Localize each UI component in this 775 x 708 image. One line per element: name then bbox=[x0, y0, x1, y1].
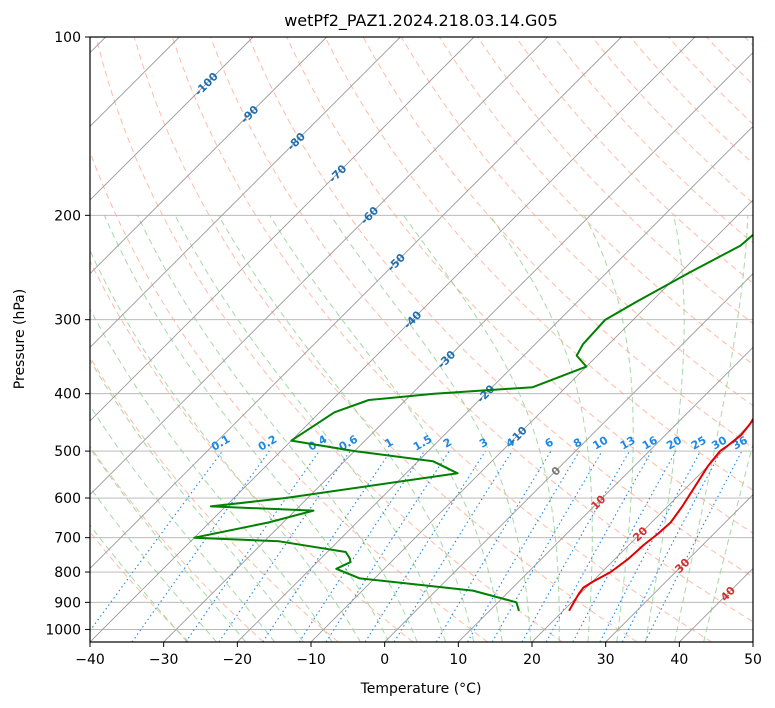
temperature-profile bbox=[568, 417, 753, 612]
dry-adiabat bbox=[324, 37, 753, 491]
x-tick-label: 10 bbox=[449, 652, 467, 668]
x-tick-label: −40 bbox=[75, 652, 105, 668]
x-tick-label: 30 bbox=[597, 652, 615, 668]
moist-adiabat bbox=[137, 215, 418, 642]
isotherm-line bbox=[90, 37, 327, 275]
dewpoint-profile bbox=[193, 233, 753, 612]
x-tick-label: 20 bbox=[523, 652, 541, 668]
y-tick-label: 200 bbox=[54, 208, 81, 224]
y-tick-label: 1000 bbox=[45, 622, 81, 638]
mixing-ratio-line bbox=[599, 450, 701, 642]
y-tick-label: 100 bbox=[54, 30, 81, 46]
dry-adiabat bbox=[171, 37, 712, 642]
mixing-ratio-line bbox=[572, 450, 677, 642]
x-axis: −40 −30 −20 −10 0 10 20 30 40 50 bbox=[75, 642, 762, 668]
mixing-ratio-line bbox=[185, 450, 320, 642]
moist-adiabat bbox=[583, 215, 634, 642]
mixing-ratio-line bbox=[435, 450, 552, 642]
mixing-ratio-line bbox=[364, 450, 486, 642]
moist-adiabat bbox=[330, 215, 532, 642]
dry-adiabat bbox=[248, 37, 753, 578]
mixing-ratio-lines bbox=[90, 450, 743, 642]
isotherm-line bbox=[90, 37, 622, 569]
dry-adiabat bbox=[90, 445, 264, 642]
dry-adiabat bbox=[286, 37, 753, 534]
isotherm-line bbox=[384, 273, 753, 642]
isotherm-line bbox=[310, 199, 753, 642]
moist-adiabat bbox=[90, 358, 304, 642]
isotherm-line bbox=[90, 37, 696, 642]
dry-adiabat bbox=[210, 37, 753, 623]
moist-adiabat bbox=[103, 215, 390, 642]
isotherm-line bbox=[531, 420, 753, 642]
y-tick-label: 700 bbox=[54, 531, 81, 547]
profiles bbox=[193, 233, 753, 612]
x-axis-label: Temperature (°C) bbox=[360, 681, 482, 697]
isotherm-line bbox=[458, 346, 753, 642]
isotherm-line bbox=[90, 37, 401, 348]
x-tick-label: 50 bbox=[744, 652, 762, 668]
y-tick-label: 900 bbox=[54, 595, 81, 611]
y-tick-label: 400 bbox=[54, 387, 81, 403]
y-tick-label: 500 bbox=[54, 444, 81, 460]
moist-adiabat bbox=[174, 215, 446, 642]
isotherm-line bbox=[237, 125, 753, 642]
dry-adiabat bbox=[515, 37, 753, 284]
mixing-ratio-line bbox=[218, 450, 351, 642]
y-axis: 100 200 300 400 500 600 700 800 900 1000 bbox=[45, 30, 90, 638]
isotherm-line bbox=[90, 37, 254, 201]
x-tick-label: −20 bbox=[223, 652, 253, 668]
y-tick-label: 300 bbox=[54, 313, 81, 329]
moist-adiabat bbox=[403, 215, 560, 642]
mixing-ratio-line bbox=[298, 450, 425, 642]
isotherm-line bbox=[90, 37, 475, 422]
moist-adiabat bbox=[90, 404, 275, 642]
plot-frame bbox=[89, 36, 754, 643]
moist-adiabat bbox=[218, 215, 475, 642]
isotherm-line bbox=[90, 37, 548, 496]
chart-title: wetPf2_PAZ1.2024.218.03.14.G05 bbox=[284, 11, 558, 31]
x-tick-label: −10 bbox=[296, 652, 326, 668]
mixing-ratio-line bbox=[262, 450, 392, 642]
y-tick-label: 600 bbox=[54, 491, 81, 507]
x-tick-label: −30 bbox=[149, 652, 179, 668]
moist-adiabat bbox=[674, 215, 749, 642]
y-axis-label: Pressure (hPa) bbox=[12, 289, 28, 389]
mixing-ratio-line bbox=[467, 450, 580, 642]
x-tick-label: 40 bbox=[670, 652, 688, 668]
moist-adiabat bbox=[645, 215, 685, 642]
isotherm-line bbox=[605, 494, 753, 642]
y-tick-label: 800 bbox=[54, 565, 81, 581]
mixing-ratio-line bbox=[325, 450, 450, 642]
moist-adiabat bbox=[90, 447, 247, 642]
dry-adiabat bbox=[90, 259, 414, 642]
moist-adiabat bbox=[269, 215, 503, 642]
moist-adiabat bbox=[90, 308, 333, 642]
moist-adiabat bbox=[90, 486, 217, 642]
x-tick-label: 0 bbox=[380, 652, 389, 668]
